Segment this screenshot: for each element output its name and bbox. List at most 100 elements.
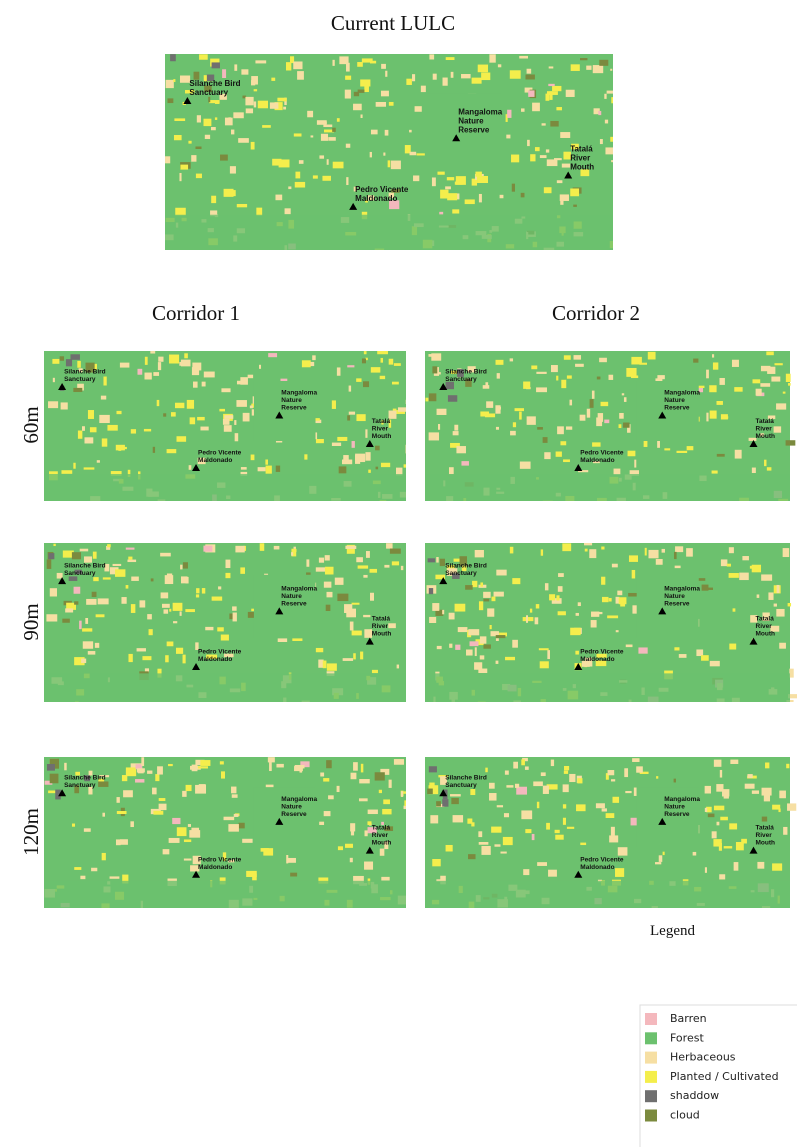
land-patch (246, 108, 253, 113)
land-patch (316, 648, 323, 652)
land-patch (167, 641, 174, 646)
maps: Silanche BirdSanctuaryMangalomaNatureRes… (44, 54, 797, 910)
land-patch (184, 859, 192, 861)
south-forest (165, 215, 613, 250)
land-patch (199, 54, 208, 59)
land-patch (421, 86, 426, 92)
land-patch (608, 770, 615, 775)
land-patch (123, 790, 133, 797)
land-patch (537, 427, 543, 430)
land-patch (233, 190, 236, 196)
land-patch (251, 76, 258, 84)
land-patch (327, 592, 333, 597)
land-patch (381, 358, 384, 363)
land-patch (756, 389, 762, 396)
land-patch (381, 64, 386, 69)
land-patch (397, 665, 399, 669)
land-patch (558, 573, 564, 577)
land-patch (445, 186, 451, 189)
land-patch (610, 69, 612, 71)
land-patch (192, 363, 201, 371)
land-patch (618, 847, 628, 855)
land-patch (729, 644, 736, 650)
land-patch (783, 827, 787, 835)
land-patch (429, 54, 434, 59)
land-patch (611, 160, 618, 162)
land-patch (480, 636, 487, 643)
land-patch (530, 154, 535, 161)
land-patch (286, 855, 288, 863)
land-patch (645, 548, 647, 556)
land-patch (72, 824, 75, 827)
land-patch (211, 196, 216, 203)
land-patch (515, 408, 524, 411)
land-patch (236, 400, 247, 407)
land-patch (88, 651, 96, 655)
landmark-label: Silanche Bird (64, 563, 106, 570)
land-patch (570, 628, 580, 635)
land-patch (485, 768, 487, 773)
landmark-label: Sanctuary (64, 376, 96, 383)
land-patch (611, 97, 617, 103)
land-patch (74, 867, 81, 870)
land-patch (324, 582, 332, 588)
land-patch (362, 358, 366, 363)
land-patch (452, 209, 459, 213)
land-patch (376, 102, 386, 107)
land-patch (375, 772, 385, 780)
land-patch (223, 419, 230, 425)
land-patch (332, 128, 336, 132)
land-patch (299, 160, 304, 164)
land-patch (203, 119, 211, 126)
land-patch (455, 182, 463, 185)
land-patch (61, 470, 72, 474)
land-patch (730, 760, 738, 764)
land-patch (319, 822, 324, 825)
land-patch (398, 407, 409, 411)
land-patch (158, 357, 163, 362)
land-patch (729, 547, 734, 553)
land-patch (404, 806, 407, 809)
land-patch (783, 392, 786, 394)
landmark-label: River (372, 426, 389, 433)
landmark-label: Reserve (664, 600, 690, 607)
land-patch (561, 380, 566, 388)
land-patch (587, 409, 590, 418)
land-patch (634, 788, 637, 796)
land-patch (601, 402, 609, 406)
land-patch (477, 176, 488, 183)
land-patch (157, 400, 160, 406)
land-patch (511, 155, 519, 163)
land-patch (150, 351, 155, 353)
land-patch (350, 858, 353, 862)
land-patch (304, 454, 307, 459)
landmark-label: River (372, 832, 389, 839)
land-patch (412, 74, 415, 81)
land-patch (342, 460, 352, 465)
land-patch (693, 359, 698, 363)
land-patch (219, 409, 225, 412)
land-patch (313, 175, 318, 178)
cloud-patch (429, 588, 433, 594)
land-patch (693, 852, 697, 856)
landmark-label: Mangaloma (664, 796, 700, 803)
lulc-map: Silanche BirdSanctuaryMangalomaNatureRes… (425, 757, 796, 910)
land-patch (732, 501, 741, 504)
land-patch (102, 853, 106, 860)
land-patch (98, 598, 109, 604)
cloud-patch (170, 54, 176, 61)
land-patch (347, 365, 354, 367)
landmark-label: Maldonado (355, 194, 397, 203)
land-patch (674, 552, 677, 559)
land-patch (250, 405, 253, 408)
land-patch (218, 586, 221, 589)
land-patch (116, 445, 125, 451)
landmark-label: Maldonado (580, 457, 614, 464)
land-patch (474, 662, 482, 670)
land-patch (674, 779, 676, 783)
land-patch (295, 172, 300, 179)
land-patch (384, 565, 389, 568)
land-patch (161, 592, 169, 598)
land-patch (196, 588, 199, 593)
land-patch (451, 72, 454, 78)
